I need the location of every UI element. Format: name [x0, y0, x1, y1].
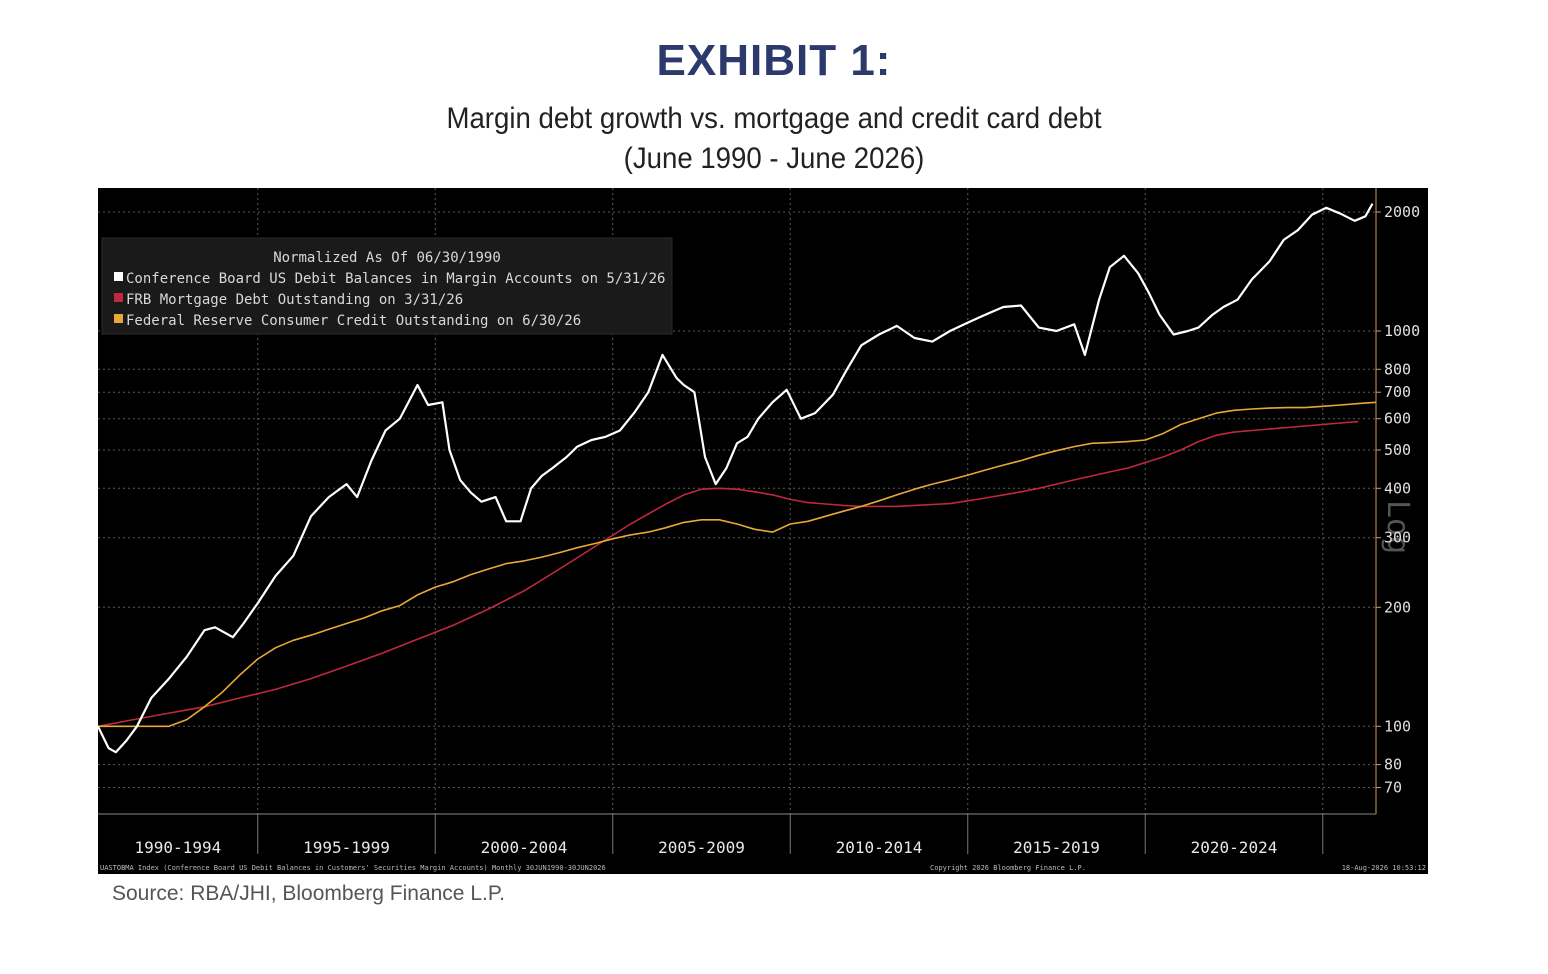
- series-line-mortgage-debt: [98, 420, 1359, 728]
- legend-label-consumer-credit: Federal Reserve Consumer Credit Outstand…: [126, 313, 581, 329]
- y-tick-label: 400: [1384, 479, 1411, 497]
- axes: Log: [98, 188, 1415, 815]
- y-tick-label: 80: [1384, 756, 1402, 774]
- x-tick-label: 2000-2004: [481, 838, 568, 857]
- legend-box: [101, 237, 673, 335]
- y-tick-label: 600: [1384, 410, 1411, 428]
- x-tick-label: 2020-2024: [1191, 838, 1278, 857]
- x-tick-label: 2015-2019: [1013, 838, 1100, 857]
- chart-subtitle: Margin debt growth vs. mortgage and cred…: [446, 102, 1102, 135]
- gridlines: [98, 188, 1376, 854]
- legend-label-mortgage: FRB Mortgage Debt Outstanding on 3/31/26: [126, 292, 463, 308]
- x-tick-label: 1990-1994: [135, 838, 222, 857]
- line-chart: Log 70 80 100 200 300 400 500 600 700 800 1000 2000…: [98, 188, 1426, 872]
- y-tick-label: 100: [1384, 717, 1411, 735]
- y-tick-label: 300: [1384, 529, 1411, 547]
- y-axis-scale-label: Log: [1380, 500, 1415, 554]
- y-tick-label: 70: [1384, 779, 1402, 797]
- x-tick-label: 2005-2009: [658, 838, 745, 857]
- y-tick-label: 700: [1384, 383, 1411, 401]
- footer-index-description: UASTOBMA Index (Conference Board US Debi…: [100, 864, 606, 872]
- legend-swatch-mortgage: [114, 293, 123, 302]
- series-lines: [98, 203, 1377, 754]
- chart-date-range: (June 1990 - June 2026): [623, 142, 925, 175]
- legend-label-margin: Conference Board US Debit Balances in Ma…: [126, 271, 665, 287]
- footer-timestamp: 18-Aug-2026 10:53:12: [1342, 864, 1426, 872]
- y-tick-label: 200: [1384, 598, 1411, 616]
- x-tick-label: 1995-1999: [303, 838, 390, 857]
- series-line-margin-debt: [98, 203, 1374, 754]
- x-tick-labels: 1990-1994 1995-1999 2000-2004 2005-2009 2010…: [135, 838, 1278, 857]
- series-line-consumer-credit: [98, 401, 1377, 728]
- y-tick-label: 800: [1384, 360, 1411, 378]
- chart-panel: Log 70 80 100 200 300 400 500 600 700 800 1000 2000…: [98, 188, 1428, 874]
- legend-swatch-margin: [114, 272, 123, 281]
- chart-footer: UASTOBMA Index (Conference Board US Debi…: [100, 864, 1426, 872]
- y-tick-label: 500: [1384, 441, 1411, 459]
- source-note: Source: RBA/JHI, Bloomberg Finance L.P.: [112, 882, 505, 905]
- exhibit-title: EXHIBIT 1:: [656, 36, 892, 85]
- legend-title: Normalized As Of 06/30/1990: [273, 250, 501, 266]
- y-tick-label: 1000: [1384, 322, 1420, 340]
- x-tick-label: 2010-2014: [836, 838, 923, 857]
- legend: Normalized As Of 06/30/1990 Conference B…: [101, 237, 673, 335]
- legend-swatch-consumer-credit: [114, 314, 123, 323]
- y-tick-labels: 70 80 100 200 300 400 500 600 700 800 1000 2000: [1376, 203, 1420, 797]
- footer-copyright: Copyright 2026 Bloomberg Finance L.P.: [930, 864, 1086, 872]
- y-tick-label: 2000: [1384, 203, 1420, 221]
